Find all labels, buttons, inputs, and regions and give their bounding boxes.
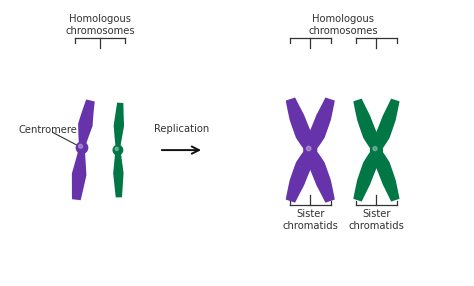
Circle shape [306,146,311,151]
Circle shape [76,142,88,153]
Polygon shape [374,150,400,202]
Polygon shape [307,149,335,203]
Circle shape [371,144,383,156]
Polygon shape [353,150,379,202]
Polygon shape [286,98,313,151]
Circle shape [79,144,82,148]
Text: Centromere: Centromere [18,125,78,135]
Circle shape [115,147,118,150]
Text: Homologous
chromosomes: Homologous chromosomes [309,15,378,36]
Circle shape [373,146,377,151]
Polygon shape [286,149,313,203]
Polygon shape [307,98,335,151]
Polygon shape [72,147,86,200]
Text: Replication: Replication [154,124,209,134]
Circle shape [113,145,123,155]
Polygon shape [113,148,124,197]
Text: Sister
chromatids: Sister chromatids [348,209,404,231]
Polygon shape [353,99,379,151]
Text: Homologous
chromosomes: Homologous chromosomes [65,15,135,36]
Polygon shape [78,100,95,148]
Circle shape [304,144,317,156]
Polygon shape [114,103,124,148]
Polygon shape [374,99,400,151]
Text: Sister
chromatids: Sister chromatids [283,209,338,231]
